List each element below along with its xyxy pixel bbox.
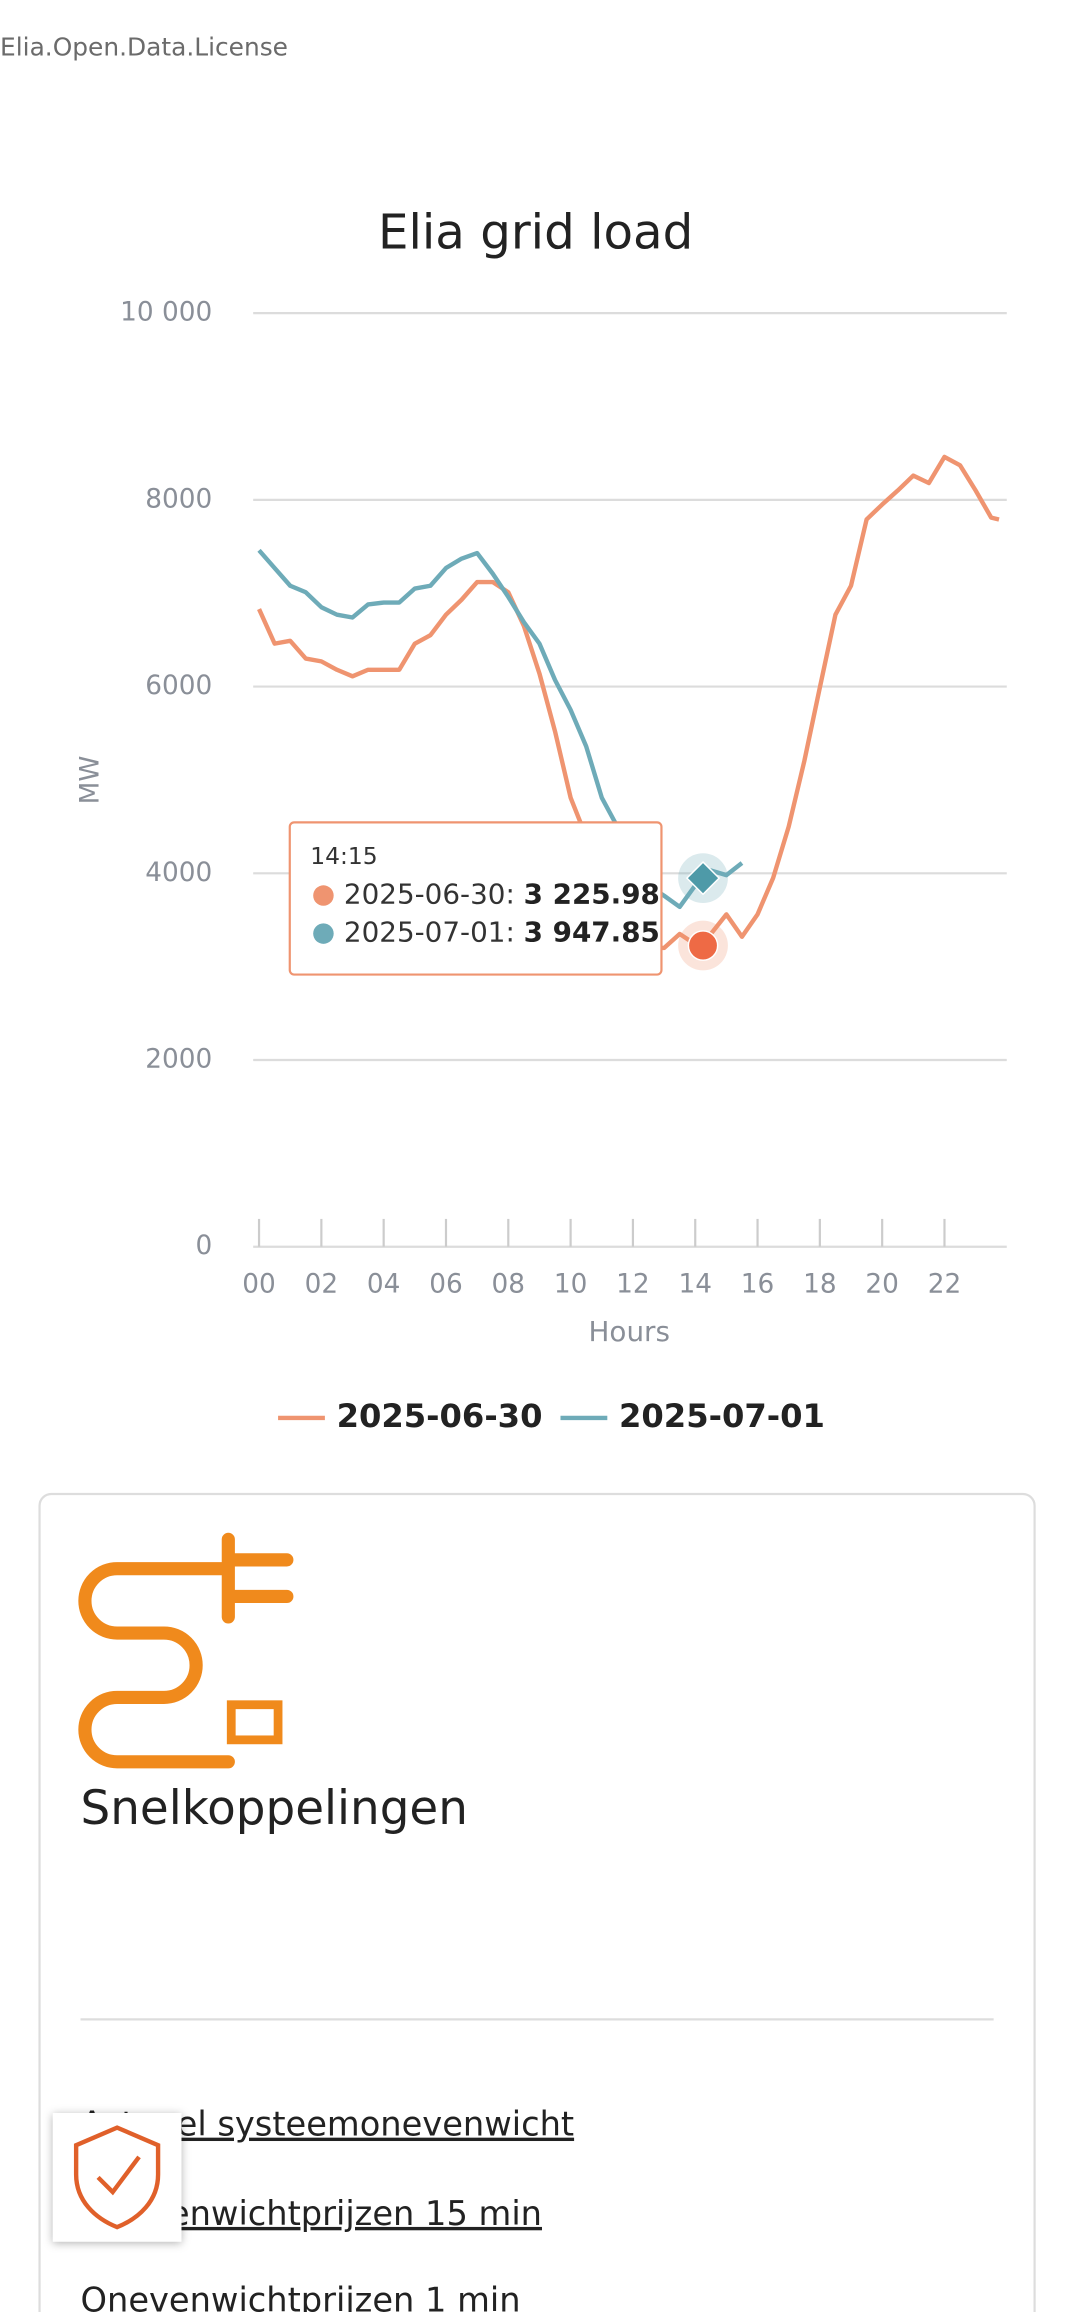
plot: 0 2000 4000 6000 8000 10 000 00 02 04 06 08 10 12 14 1…	[120, 298, 1007, 1299]
tooltip-box	[288, 821, 663, 976]
tooltip-value: 3 947.85	[524, 916, 660, 949]
tooltip-dot	[313, 923, 334, 944]
x-tick-label: 06	[429, 1269, 463, 1299]
x-tick-label: 08	[492, 1269, 526, 1299]
hover-point	[687, 930, 719, 961]
tooltip-series: 2025-07-01:	[344, 916, 515, 949]
tooltip-value: 3 225.98	[524, 878, 660, 911]
x-tick-label: 22	[928, 1269, 962, 1299]
shield-icon	[73, 2125, 161, 2230]
shield-box	[52, 2112, 182, 2242]
y-tick-label: 10 000	[120, 298, 212, 328]
x-tick-label: 14	[678, 1269, 712, 1299]
legend: 2025-06-30 2025-07-01	[278, 1397, 825, 1435]
hover-point	[685, 861, 721, 896]
x-tick-label: 16	[741, 1269, 775, 1299]
x-tick-label: 20	[865, 1269, 899, 1299]
x-tick-label: 02	[305, 1269, 339, 1299]
chart-title: Elia grid load	[378, 205, 693, 261]
x-tick-label: 18	[803, 1269, 837, 1299]
plug-icon	[78, 1532, 294, 1769]
tooltip: 14:15 2025-06-30: 3 225.98 2025-07-01: 3 94…	[288, 821, 663, 976]
y-tick-label: 0	[195, 1231, 212, 1261]
card	[38, 1492, 1036, 2312]
x-tick-label: 00	[242, 1269, 276, 1299]
tooltip-series: 2025-06-30:	[344, 878, 515, 911]
series-line	[257, 548, 744, 910]
link[interactable]: Onevenwichtprijzen 1 min	[81, 2280, 521, 2312]
y-tick-label: 6000	[145, 671, 212, 701]
card-title: Snelkoppelingen	[81, 1782, 468, 1836]
x-tick-label: 12	[616, 1269, 650, 1299]
license-text: Elia.Open.Data.License	[0, 32, 288, 61]
tooltip-entry: 2025-06-30: 3 225.98	[344, 878, 660, 911]
y-tick-label: 8000	[145, 484, 212, 514]
x-tick-label: 04	[367, 1269, 401, 1299]
legend-label: 2025-06-30	[337, 1397, 543, 1435]
tooltip-time: 14:15	[310, 842, 377, 870]
tooltip-dot	[313, 885, 334, 906]
x-axis-label: Hours	[589, 1315, 670, 1348]
y-tick-label: 4000	[145, 858, 212, 888]
tooltip-entry: 2025-07-01: 3 947.85	[344, 916, 660, 949]
check-icon	[96, 2155, 141, 2196]
x-tick-label: 10	[554, 1269, 588, 1299]
y-tick-label: 2000	[145, 1045, 212, 1075]
legend-label: 2025-07-01	[619, 1397, 825, 1435]
shield-button[interactable]	[52, 2112, 182, 2242]
y-axis-label: MW	[75, 756, 105, 805]
